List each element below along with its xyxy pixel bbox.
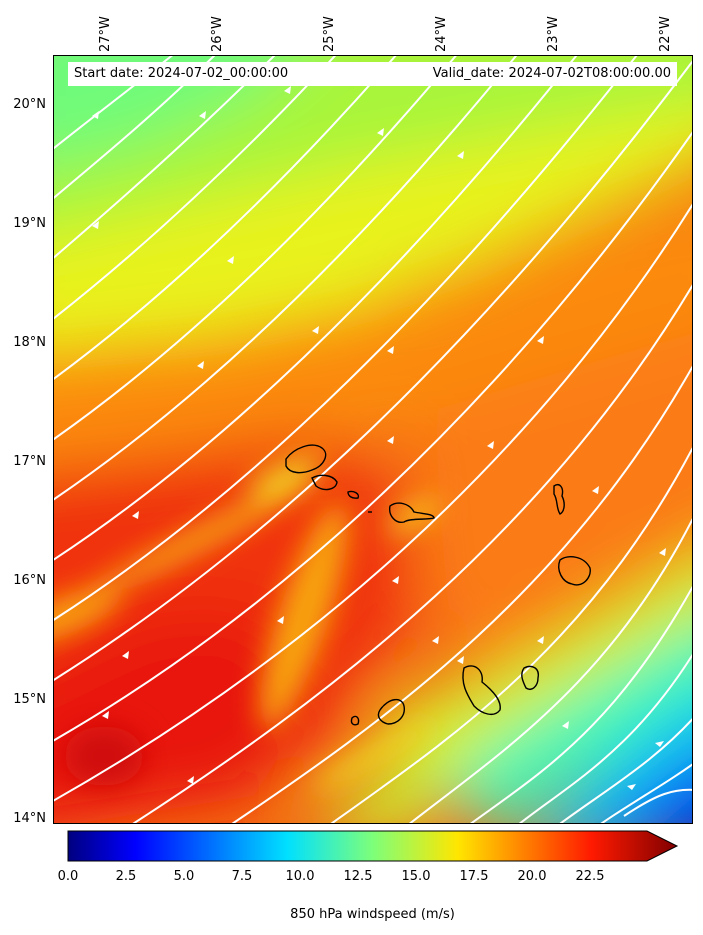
lon-label: 22°W — [658, 16, 673, 52]
lat-label: 20°N — [13, 97, 46, 112]
colorbar-tick: 7.5 — [231, 869, 253, 884]
lon-label: 26°W — [210, 16, 225, 52]
map-panel[interactable] — [53, 55, 693, 824]
lat-label: 19°N — [13, 216, 46, 231]
lat-label: 14°N — [13, 811, 46, 826]
colorbar-tick: 20.0 — [517, 869, 547, 884]
colorbar — [67, 830, 679, 864]
lon-label: 23°W — [546, 16, 561, 52]
colorbar-tick: 0.0 — [57, 869, 79, 884]
colorbar-tick: 10.0 — [285, 869, 315, 884]
streamline-arrows — [92, 86, 666, 790]
lon-label: 24°W — [434, 16, 449, 52]
lat-label: 18°N — [13, 335, 46, 350]
colorbar-gradient — [67, 830, 679, 862]
colorbar-tick: 17.5 — [459, 869, 489, 884]
coastlines — [285, 444, 591, 726]
lat-label: 16°N — [13, 573, 46, 588]
colorbar-label: 850 hPa windspeed (m/s) — [290, 907, 455, 922]
colorbar-tick: 5.0 — [173, 869, 195, 884]
start-date-text: Start date: 2024-07-02_00:00:00 — [74, 66, 289, 81]
colorbar-tick: 22.5 — [575, 869, 605, 884]
colorbar-tick: 12.5 — [343, 869, 373, 884]
lon-label: 27°W — [98, 16, 113, 52]
streamlines — [54, 56, 692, 823]
lat-label: 15°N — [13, 692, 46, 707]
windspeed-map — [54, 56, 692, 823]
colorbar-tick: 15.0 — [401, 869, 431, 884]
date-info-box: Start date: 2024-07-02_00:00:00 Valid_da… — [68, 62, 677, 86]
windspeed-detail — [54, 456, 441, 791]
lon-label: 25°W — [322, 16, 337, 52]
colorbar-tick: 2.5 — [115, 869, 137, 884]
valid-date-text: Valid_date: 2024-07-02T08:00:00.00 — [432, 66, 671, 81]
lat-label: 17°N — [13, 454, 46, 469]
